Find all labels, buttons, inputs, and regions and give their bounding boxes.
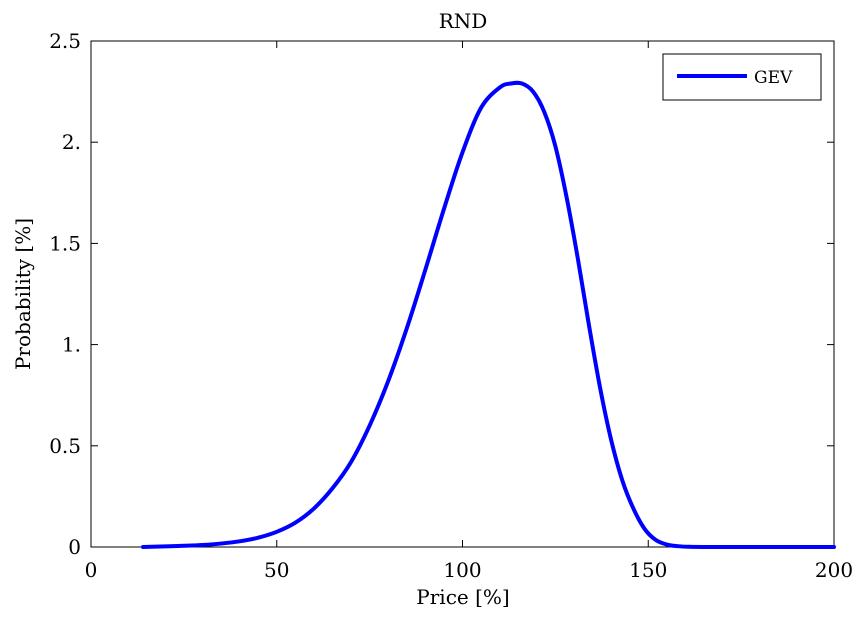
x-axis-label: Price [%] (416, 585, 509, 609)
y-tick-label: 1.5 (49, 231, 81, 255)
x-tick-label: 150 (629, 558, 667, 582)
legend-label-gev: GEV (754, 68, 793, 88)
chart-title: RND (439, 9, 488, 33)
y-tick-label: 2.5 (49, 29, 81, 53)
plot-frame (90, 40, 835, 548)
y-tick-label: 2. (62, 130, 81, 154)
x-axis: 0 50 100 150 200 (85, 41, 853, 582)
gev-series-line (141, 80, 836, 549)
y-tick-label: 0.5 (49, 434, 81, 458)
x-tick-label: 100 (443, 558, 481, 582)
y-tick-label: 0 (68, 535, 81, 559)
y-tick-label: 1. (62, 333, 81, 357)
y-axis-label: Probability [%] (11, 218, 35, 370)
x-tick-label: 50 (264, 558, 289, 582)
x-tick-label: 200 (815, 558, 853, 582)
legend: GEV (662, 53, 822, 101)
y-axis: 0 0.5 1. 1.5 2. 2.5 (49, 29, 834, 559)
x-tick-label: 0 (85, 558, 98, 582)
